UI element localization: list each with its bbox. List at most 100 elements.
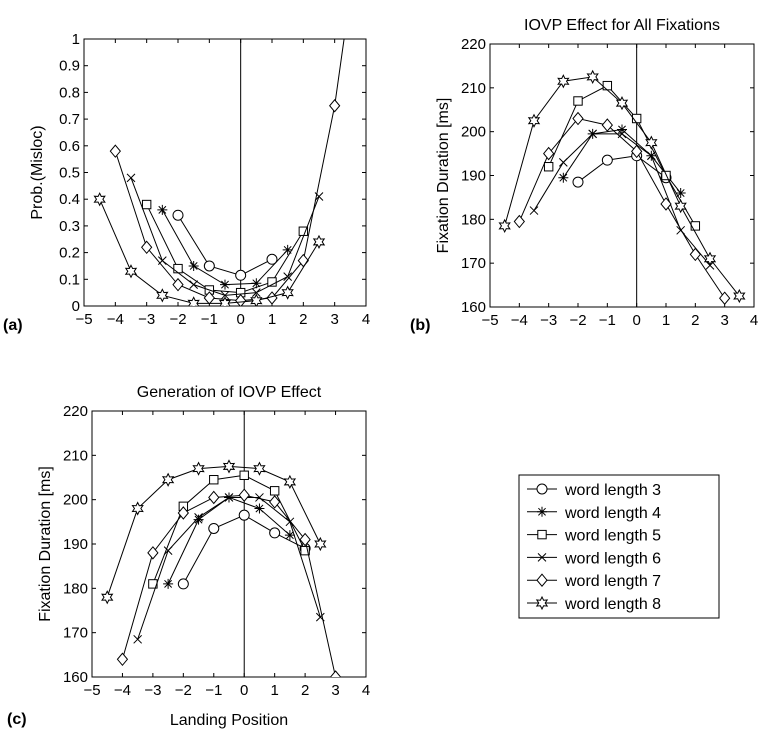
panel-c-data-point bbox=[222, 459, 236, 474]
panel-b-data-point bbox=[719, 291, 731, 306]
panel-a-data-point bbox=[188, 260, 199, 271]
panel-c-data-point bbox=[269, 486, 280, 496]
panel-b-data-point bbox=[527, 113, 541, 128]
panel-b-data-point bbox=[615, 96, 629, 111]
legend-label: word length 4 bbox=[564, 505, 661, 522]
panel-b-ylabel: Fixation Duration [ms] bbox=[435, 98, 452, 254]
panel-a-data-point bbox=[235, 293, 247, 306]
panel-c-data-point bbox=[329, 670, 342, 677]
panel-a-axes-box bbox=[83, 38, 367, 307]
panel-a-ytick-label: 0 bbox=[72, 298, 80, 315]
panel-a-xtick-label: 0 bbox=[236, 311, 244, 328]
panel-b-data-point bbox=[588, 129, 598, 139]
legend-label: word length 6 bbox=[564, 550, 661, 567]
panel-a-data-point bbox=[281, 285, 294, 300]
legend-entry: word length 4 bbox=[527, 505, 661, 522]
panel-a-data-point bbox=[251, 278, 262, 289]
panel-a-xtick-label: 2 bbox=[299, 311, 307, 328]
panel-b-series-star bbox=[498, 69, 746, 304]
panel-b-series-line bbox=[518, 117, 726, 299]
panel-a-series-star bbox=[93, 192, 326, 306]
panel-b-data-point bbox=[543, 162, 554, 172]
panel-c-ytick-label: 170 bbox=[63, 625, 88, 642]
panel-b-series-diamond bbox=[513, 111, 731, 306]
panel-a-series-line bbox=[114, 39, 345, 302]
panel-b-data-point bbox=[557, 74, 570, 89]
panel-b-data-point bbox=[586, 69, 599, 85]
panel-a-data-point bbox=[157, 256, 167, 265]
panel-c-data-point bbox=[314, 536, 327, 552]
panel-b: −5 −4 −3 −2 −1 0 1 2 3 4 160 170 180 190 200 210 220 IOVP… bbox=[410, 17, 758, 334]
panel-c-xtick-label: −2 bbox=[175, 682, 192, 699]
panel-b-xtick-label: −4 bbox=[511, 312, 528, 329]
panel-c-xtick-label: 3 bbox=[331, 682, 339, 699]
panel-a-data-point bbox=[266, 253, 278, 265]
panel-c-data-point bbox=[238, 509, 250, 521]
legend-label: word length 7 bbox=[564, 573, 661, 590]
panel-b-xtick-label: −2 bbox=[569, 312, 586, 329]
panel-b-series-line bbox=[533, 133, 711, 266]
legend-label: word length 8 bbox=[564, 596, 661, 613]
panel-c-data-point bbox=[253, 461, 266, 476]
legend-square-marker bbox=[537, 529, 547, 540]
panel-a: −5 −4 −3 −2 −1 0 1 2 3 4 0 0.1 0.2 0.3 0.4 0.5 0.6 0.7 0.8… bbox=[3, 31, 370, 334]
panel-c-data-point bbox=[116, 652, 129, 667]
panel-c-data-point bbox=[163, 546, 173, 556]
panel-a-ytick-label: 0.2 bbox=[59, 245, 80, 262]
panel-c-data-point bbox=[254, 503, 265, 514]
panel-b-axes-box bbox=[489, 43, 755, 308]
legend-circle-marker bbox=[536, 483, 548, 495]
panel-a-series-circle bbox=[172, 209, 278, 281]
panel-a-data-point bbox=[312, 234, 326, 250]
panel-b-data-point bbox=[543, 146, 555, 161]
panel-a-data-point bbox=[282, 244, 293, 255]
legend-asterisk-marker bbox=[537, 506, 547, 517]
panel-a-ytick-label: 0.4 bbox=[59, 191, 80, 208]
panel-b-title: IOVP Effect for All Fixations bbox=[524, 17, 720, 34]
panel-a-ylabel: Prob.(Misloc) bbox=[29, 125, 46, 219]
panel-b-data-point bbox=[660, 197, 672, 211]
panel-c-data-point bbox=[208, 522, 220, 534]
panel-c-ylabel: Fixation Duration [ms] bbox=[37, 466, 54, 622]
legend-entry: word length 7 bbox=[527, 573, 661, 590]
panel-a-data-point bbox=[157, 204, 168, 215]
panel-c-data-point bbox=[299, 532, 311, 547]
panel-c-data-point bbox=[161, 472, 175, 487]
panel-c-xtick-label: −5 bbox=[83, 682, 100, 699]
panel-c-ytick-label: 180 bbox=[63, 580, 88, 597]
panel-c-series-circle bbox=[177, 509, 311, 590]
panel-b-data-point bbox=[674, 199, 687, 214]
panel-b-data-point bbox=[703, 251, 717, 266]
panel-c-series-square bbox=[148, 470, 310, 589]
panel-c-data-point bbox=[101, 590, 114, 605]
panel-b-series-x bbox=[529, 129, 715, 270]
panel-a-xtick-label: 1 bbox=[268, 311, 276, 328]
panel-b-data-point bbox=[558, 172, 569, 183]
panel-b-ytick-label: 160 bbox=[461, 299, 486, 316]
legend-entry: word length 8 bbox=[527, 595, 661, 613]
panel-c-ytick-label: 220 bbox=[63, 403, 88, 420]
panel-b-ytick-label: 180 bbox=[461, 211, 486, 228]
legend-label: word length 3 bbox=[564, 482, 661, 499]
panel-c-xtick-label: 0 bbox=[240, 682, 248, 699]
panel-b-data-point bbox=[573, 96, 583, 106]
panel-c-data-point bbox=[208, 490, 220, 505]
panel-c-label: (c) bbox=[7, 711, 27, 728]
panel-c-xtick-label: −3 bbox=[144, 682, 161, 699]
legend-diamond-marker bbox=[536, 573, 548, 587]
panel-b-data-point bbox=[689, 247, 701, 262]
panel-c-data-point bbox=[224, 493, 234, 502]
panel-a-series-line bbox=[99, 199, 320, 304]
panel-b-data-point bbox=[602, 80, 613, 91]
panel-b-data-point bbox=[617, 129, 627, 139]
panel-b-ytick-label: 210 bbox=[461, 80, 486, 97]
panel-a-data-point bbox=[156, 288, 169, 303]
panel-c-data-point bbox=[284, 530, 295, 541]
panel-a-xtick-label: −5 bbox=[75, 311, 92, 328]
panel-c-data-point bbox=[193, 514, 204, 525]
panel-c-data-point bbox=[255, 493, 264, 502]
legend-x-marker bbox=[537, 553, 547, 562]
panel-c-data-point bbox=[269, 495, 281, 509]
panel-b-data-point bbox=[558, 157, 568, 167]
